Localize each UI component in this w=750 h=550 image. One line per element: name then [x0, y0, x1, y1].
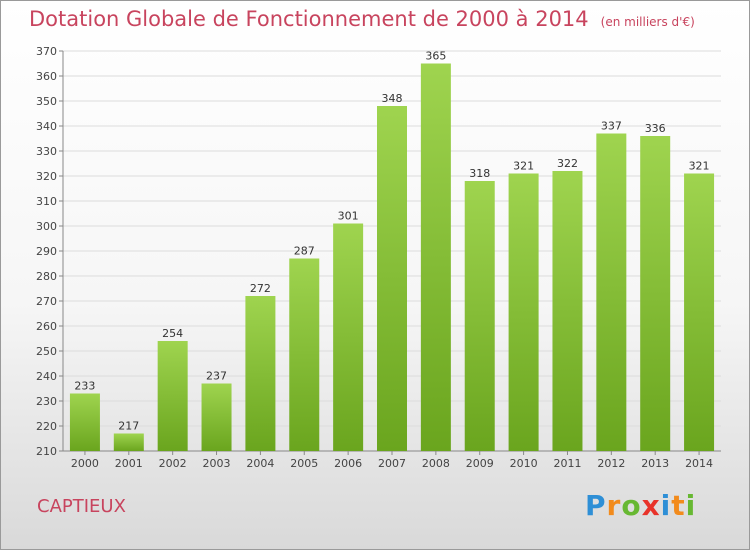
data-label-2008: 365	[425, 50, 446, 63]
data-label-2004: 272	[250, 282, 271, 295]
data-label-2001: 217	[118, 420, 139, 433]
x-tick-label-2010: 2010	[510, 457, 538, 470]
data-label-2011: 322	[557, 157, 578, 170]
y-tick-label: 370	[36, 45, 57, 58]
x-tick-label-2014: 2014	[685, 457, 713, 470]
y-tick-label: 350	[36, 95, 57, 108]
x-tick-label-2005: 2005	[290, 457, 318, 470]
bar-2010	[508, 173, 539, 451]
bar-2004	[245, 296, 276, 451]
y-tick-label: 270	[36, 295, 57, 308]
x-tick-label-2000: 2000	[71, 457, 99, 470]
data-label-2014: 321	[689, 160, 710, 173]
logo-letter-2: o	[621, 489, 642, 522]
bar-2009	[464, 181, 495, 451]
y-tick-label: 240	[36, 370, 57, 383]
x-tick-label-2011: 2011	[553, 457, 581, 470]
data-label-2013: 336	[645, 122, 666, 135]
proxiti-logo[interactable]: Proxiti	[585, 489, 696, 522]
logo-letter-4: i	[660, 489, 672, 522]
chart-unit: (en milliers d'€)	[600, 15, 695, 29]
bar-2006	[333, 223, 364, 451]
x-tick-label-2007: 2007	[378, 457, 406, 470]
bar-2000	[69, 393, 100, 451]
y-tick-label: 250	[36, 345, 57, 358]
bar-2013	[640, 136, 671, 451]
y-tick-label: 220	[36, 420, 57, 433]
y-tick-label: 360	[36, 70, 57, 83]
data-label-2003: 237	[206, 370, 227, 383]
chart-title: Dotation Globale de Fonctionnement de 20…	[29, 7, 695, 31]
x-tick-label-2012: 2012	[597, 457, 625, 470]
data-label-2007: 348	[382, 92, 403, 105]
x-tick-label-2008: 2008	[422, 457, 450, 470]
data-label-2000: 233	[74, 380, 95, 393]
x-tick-label-2009: 2009	[466, 457, 494, 470]
y-tick-label: 260	[36, 320, 57, 333]
x-tick-label-2006: 2006	[334, 457, 362, 470]
town-name: CAPTIEUX	[37, 496, 126, 517]
y-tick-label: 230	[36, 395, 57, 408]
x-tick-label-2013: 2013	[641, 457, 669, 470]
x-tick-label-2004: 2004	[246, 457, 274, 470]
bar-2012	[596, 133, 627, 451]
y-tick-label: 320	[36, 170, 57, 183]
data-label-2002: 254	[162, 327, 183, 340]
y-tick-label: 310	[36, 195, 57, 208]
bar-2008	[420, 63, 451, 451]
labels: 210 220 230 240 250 260 270 280 290 300 310 320 330 3…	[36, 45, 713, 470]
x-tick-label-2001: 2001	[115, 457, 143, 470]
logo-letter-5: t	[671, 489, 686, 522]
bars	[69, 63, 715, 451]
data-label-2009: 318	[469, 167, 490, 180]
x-tick-label-2003: 2003	[203, 457, 231, 470]
logo-letter-1: r	[606, 489, 622, 522]
bar-2011	[552, 171, 583, 451]
y-tick-label: 290	[36, 245, 57, 258]
bar-2014	[684, 173, 715, 451]
y-tick-label: 280	[36, 270, 57, 283]
logo-letter-3: x	[641, 489, 661, 522]
data-label-2006: 301	[338, 210, 359, 223]
data-label-2005: 287	[294, 245, 315, 258]
bar-2003	[201, 383, 232, 451]
chart-title-text: Dotation Globale de Fonctionnement de 20…	[29, 7, 589, 31]
logo-letter-0: P	[585, 489, 607, 522]
bar-2002	[157, 341, 188, 451]
y-tick-label: 330	[36, 145, 57, 158]
y-tick-label: 300	[36, 220, 57, 233]
data-label-2012: 337	[601, 120, 622, 133]
y-tick-label: 210	[36, 445, 57, 458]
bar-2001	[113, 433, 144, 451]
logo-letter-6: i	[685, 489, 697, 522]
bar-2005	[289, 258, 320, 451]
y-tick-label: 340	[36, 120, 57, 133]
bar-2007	[377, 106, 407, 451]
x-tick-label-2002: 2002	[159, 457, 187, 470]
data-label-2010: 321	[513, 160, 534, 173]
